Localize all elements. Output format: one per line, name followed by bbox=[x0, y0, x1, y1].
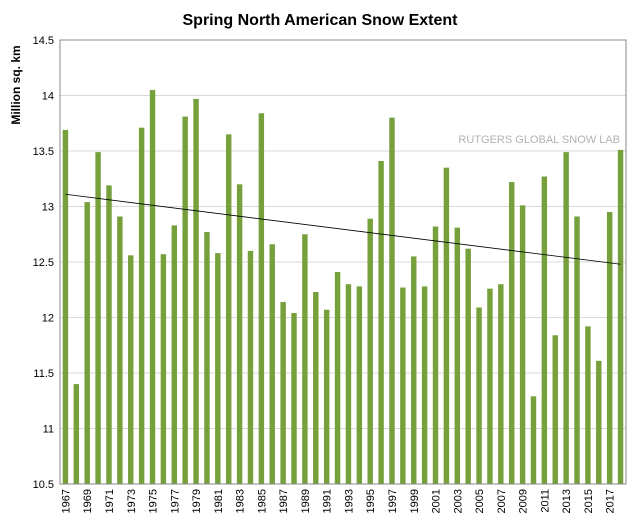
bar-1995 bbox=[367, 218, 373, 484]
bar-1987 bbox=[280, 301, 286, 484]
bar-1972 bbox=[117, 216, 123, 485]
x-tick-label: 1973 bbox=[126, 489, 138, 513]
y-tick-label: 14.5 bbox=[33, 35, 54, 47]
y-tick-label: 10.5 bbox=[33, 479, 54, 491]
bar-1977 bbox=[171, 225, 178, 484]
y-tick-label: 13.5 bbox=[33, 146, 54, 158]
y-tick-label: 12.5 bbox=[33, 257, 54, 269]
x-tick-label: 2007 bbox=[496, 489, 508, 513]
x-tick-label: 2001 bbox=[431, 489, 443, 513]
bar-1996 bbox=[378, 160, 384, 485]
bar-2007 bbox=[498, 284, 504, 484]
x-tick-label: 2005 bbox=[474, 489, 486, 513]
bar-1994 bbox=[356, 286, 363, 484]
x-tick-label: 1993 bbox=[343, 489, 355, 513]
x-tick-label: 1975 bbox=[148, 489, 160, 513]
bar-1979 bbox=[193, 98, 199, 484]
bar-1989 bbox=[302, 234, 308, 484]
x-tick-label: 1987 bbox=[278, 489, 290, 513]
bar-1967 bbox=[62, 129, 69, 484]
bar-2012 bbox=[552, 335, 558, 484]
bar-1997 bbox=[389, 117, 395, 484]
bar-2014 bbox=[574, 216, 580, 485]
bar-1976 bbox=[160, 254, 167, 484]
bar-2009 bbox=[519, 205, 526, 484]
bar-2005 bbox=[476, 307, 482, 484]
bar-2018 bbox=[617, 149, 624, 484]
bar-2013 bbox=[563, 152, 569, 485]
y-tick-label: 11 bbox=[43, 424, 54, 436]
x-tick-label: 1983 bbox=[235, 489, 247, 513]
x-tick-label: 1999 bbox=[409, 489, 421, 513]
x-tick-label: 1969 bbox=[82, 489, 94, 513]
bar-2000 bbox=[421, 286, 428, 484]
bar-1969 bbox=[84, 202, 90, 484]
x-tick-label: 1981 bbox=[213, 489, 225, 513]
x-tick-label: 1977 bbox=[169, 489, 181, 513]
gridlines bbox=[60, 39, 626, 485]
y-tick-label: 14 bbox=[42, 91, 54, 103]
bar-2017 bbox=[606, 212, 613, 485]
bar-1992 bbox=[334, 271, 341, 484]
x-tick-label: 1989 bbox=[300, 489, 312, 513]
bar-2016 bbox=[596, 360, 602, 484]
bar-1973 bbox=[128, 255, 134, 484]
bars bbox=[62, 89, 624, 485]
x-tick-label: 2011 bbox=[539, 489, 551, 513]
bar-1975 bbox=[149, 89, 156, 484]
x-tick-label: 1997 bbox=[387, 489, 399, 513]
x-tick-label: 1995 bbox=[365, 489, 377, 513]
bar-1986 bbox=[269, 244, 275, 484]
bar-1984 bbox=[247, 250, 254, 484]
bar-1974 bbox=[138, 127, 145, 484]
bar-2002 bbox=[443, 167, 450, 484]
bar-1968 bbox=[73, 384, 80, 484]
x-tick-labels: 1967 1969 1971 1973 1975 1977 1979 1981 1983 1985… bbox=[60, 489, 616, 513]
x-tick-label: 1985 bbox=[256, 489, 268, 513]
bar-1982 bbox=[225, 134, 232, 484]
y-tick-labels: 10.5 11 11.5 12 12.5 13 13.5 14 14.5 bbox=[33, 35, 54, 491]
x-tick-label: 1991 bbox=[322, 489, 334, 513]
bar-2015 bbox=[585, 326, 591, 484]
x-tick-label: 1971 bbox=[104, 489, 116, 513]
y-axis-label: Million sq. km bbox=[9, 45, 23, 124]
x-tick-label: 1979 bbox=[191, 489, 203, 513]
x-tick-label: 1967 bbox=[60, 489, 72, 513]
bar-2001 bbox=[432, 226, 439, 485]
bar-1980 bbox=[204, 232, 210, 484]
x-tick-label: 2013 bbox=[561, 489, 573, 513]
bar-1985 bbox=[258, 113, 265, 484]
bar-1983 bbox=[236, 184, 243, 485]
y-tick-label: 12 bbox=[42, 313, 54, 325]
bar-1993 bbox=[345, 284, 352, 484]
bar-2003 bbox=[454, 227, 461, 484]
bar-2004 bbox=[465, 248, 471, 484]
bar-2011 bbox=[541, 176, 548, 484]
y-tick-label: 13 bbox=[42, 202, 54, 214]
bar-2006 bbox=[487, 288, 493, 484]
bar-2008 bbox=[508, 182, 515, 484]
watermark: RUTGERS GLOBAL SNOW LAB bbox=[458, 134, 620, 146]
x-tick-label: 2003 bbox=[452, 489, 464, 513]
bar-1990 bbox=[313, 291, 319, 484]
x-tick-label: 2017 bbox=[605, 489, 617, 513]
plot-frame bbox=[59, 39, 627, 485]
x-tick-label: 2015 bbox=[583, 489, 595, 513]
y-tick-label: 11.5 bbox=[33, 368, 54, 380]
bar-1998 bbox=[400, 287, 406, 484]
bar-1988 bbox=[291, 313, 297, 484]
chart-title: Spring North American Snow Extent bbox=[183, 12, 459, 29]
bar-1991 bbox=[323, 309, 330, 484]
bar-1978 bbox=[182, 116, 188, 484]
bar-1999 bbox=[411, 256, 417, 484]
trend-line bbox=[65, 193, 621, 265]
bar-1970 bbox=[95, 152, 101, 485]
bar-2010 bbox=[530, 396, 537, 484]
bar-1971 bbox=[106, 185, 112, 484]
x-tick-label: 2009 bbox=[518, 489, 530, 513]
bar-1981 bbox=[215, 253, 221, 484]
